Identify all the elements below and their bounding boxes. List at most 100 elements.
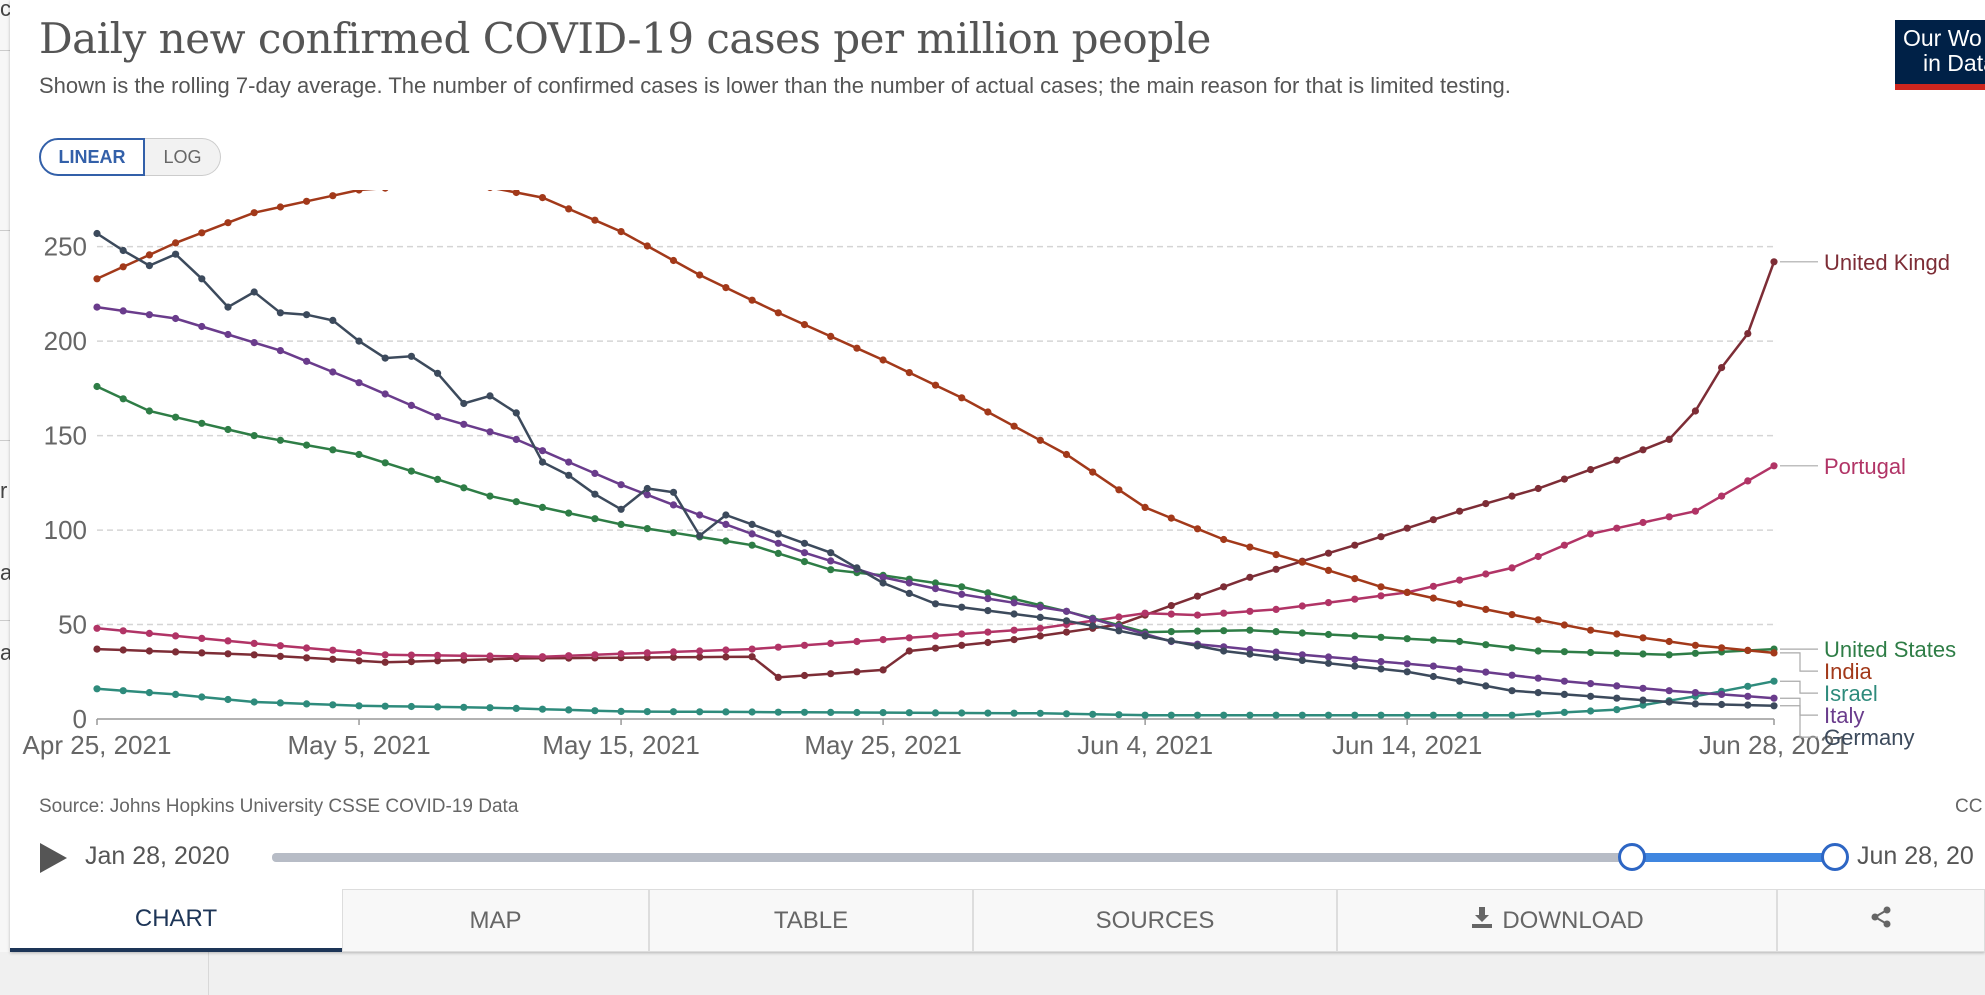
data-point [381, 702, 389, 710]
data-point [198, 275, 206, 283]
data-point [119, 263, 127, 271]
data-point [303, 197, 311, 205]
data-point [381, 658, 389, 666]
data-point [1744, 692, 1752, 700]
data-point [224, 695, 232, 704]
data-point [1298, 651, 1306, 659]
data-point [1691, 407, 1699, 415]
data-point [329, 446, 337, 454]
data-point [827, 549, 835, 557]
data-point [800, 549, 809, 557]
data-point [1377, 592, 1385, 600]
linear-scale-button[interactable]: LINEAR [39, 138, 145, 176]
license-label[interactable]: CC [1955, 796, 1983, 817]
play-icon[interactable] [40, 843, 67, 873]
data-point [800, 641, 809, 649]
data-point [1639, 701, 1647, 709]
data-point [879, 573, 887, 581]
data-point [119, 307, 127, 315]
tab-table[interactable]: TABLE [649, 889, 973, 952]
data-point [1036, 436, 1044, 444]
data-point [617, 650, 625, 658]
data-point [119, 246, 127, 255]
tab-map[interactable]: MAP [342, 889, 649, 952]
data-point [486, 492, 494, 500]
data-point [1534, 484, 1542, 493]
data-point [1193, 525, 1202, 533]
data-point [1456, 665, 1464, 673]
data-point [984, 408, 992, 416]
data-point [329, 701, 337, 709]
data-point [800, 708, 809, 716]
data-point [958, 630, 966, 638]
data-point [1429, 662, 1437, 670]
data-point [1036, 603, 1044, 611]
log-scale-button[interactable]: LOG [145, 138, 221, 176]
data-point [669, 529, 678, 537]
legend-label: United States [1824, 637, 1956, 662]
data-point [958, 394, 966, 402]
data-point [1534, 552, 1542, 561]
data-point [1351, 711, 1359, 719]
share-button[interactable] [1777, 889, 1985, 952]
tab-chart[interactable]: CHART [10, 889, 342, 952]
source-note[interactable]: Source: Johns Hopkins University CSSE CO… [39, 796, 519, 817]
tab-sources[interactable]: SOURCES [973, 889, 1337, 952]
data-point [1534, 689, 1542, 697]
data-point [250, 432, 258, 440]
data-point [1665, 637, 1673, 646]
timeline-start-handle[interactable] [1617, 843, 1646, 871]
data-point [1351, 575, 1359, 583]
data-point [1534, 647, 1542, 655]
data-point [1534, 674, 1542, 682]
timeline-selected-range[interactable] [1631, 853, 1835, 862]
data-point [1246, 650, 1254, 658]
data-point [931, 585, 940, 593]
data-point [1587, 466, 1595, 474]
legend-label: India [1824, 659, 1872, 684]
data-point [1062, 628, 1071, 636]
tab-download[interactable]: DOWNLOAD [1337, 889, 1777, 952]
data-point [1377, 533, 1385, 541]
data-point [905, 369, 913, 377]
data-point [329, 368, 337, 376]
data-point [1115, 613, 1123, 621]
data-point [1167, 610, 1175, 618]
timeline-end-handle[interactable] [1821, 843, 1849, 871]
data-point [303, 654, 311, 662]
data-point [1613, 630, 1621, 638]
data-point [827, 639, 835, 647]
owid-logo[interactable]: Our Wo in Data [1895, 20, 1985, 90]
data-point [355, 190, 363, 194]
data-point [1324, 659, 1333, 667]
data-point [1377, 583, 1385, 591]
tab-download-label: DOWNLOAD [1502, 906, 1644, 934]
data-point [853, 637, 861, 646]
line-chart: 0 50 100 150 200 250 Apr 25, 2021 May 5, 2021 Ma… [23, 190, 1956, 760]
data-point [931, 644, 940, 652]
y-tick-label: 150 [44, 421, 87, 451]
data-point [591, 515, 599, 523]
data-point [1351, 655, 1359, 663]
edge-letter: r [0, 478, 8, 503]
data-point [1508, 564, 1516, 572]
data-point [748, 296, 756, 304]
data-point [1639, 446, 1647, 454]
timeline-track[interactable] [272, 853, 1835, 862]
tab-chart-label: CHART [134, 904, 218, 932]
data-point [1560, 690, 1568, 698]
data-point [958, 709, 966, 717]
data-point [984, 628, 992, 636]
data-point [1377, 633, 1385, 641]
data-point [93, 275, 101, 283]
data-point [1193, 627, 1202, 635]
data-point [1587, 692, 1595, 700]
data-point [1062, 617, 1071, 625]
data-point [774, 309, 782, 317]
data-point [407, 702, 415, 711]
data-point [1456, 637, 1464, 646]
series-india [93, 190, 1778, 657]
data-point [303, 311, 311, 319]
data-point [1167, 711, 1175, 719]
data-point [984, 638, 992, 647]
